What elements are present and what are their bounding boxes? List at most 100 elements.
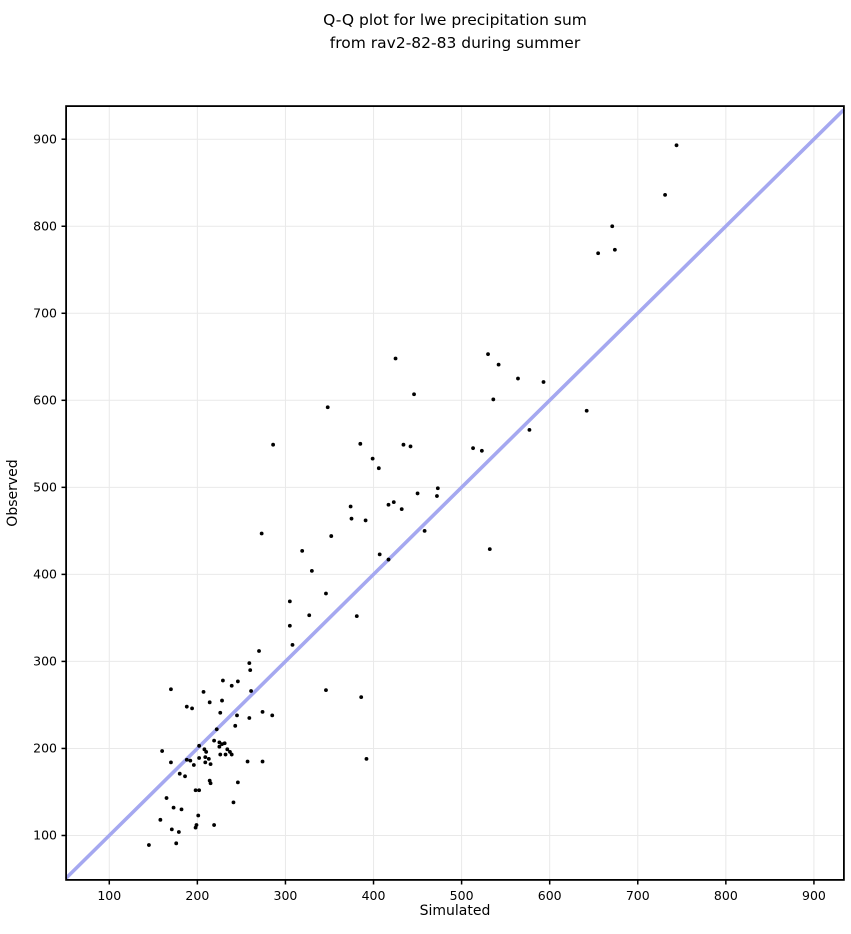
data-point (204, 750, 209, 754)
data-point (208, 762, 213, 767)
data-point (177, 771, 182, 776)
data-point (257, 649, 261, 653)
data-point (196, 813, 201, 818)
data-point (271, 442, 276, 447)
data-point (220, 742, 224, 746)
identity-line (65, 108, 845, 880)
data-point (190, 706, 194, 711)
data-point (245, 759, 250, 764)
data-point (290, 642, 295, 647)
data-point (218, 752, 223, 757)
x-tick-label: 700 (625, 888, 650, 903)
chart-title-line1: Q-Q plot for lwe precipitation sum (323, 11, 587, 29)
y-tick-label: 900 (33, 131, 57, 147)
data-point (169, 827, 174, 832)
data-point (231, 800, 236, 805)
data-point (399, 507, 404, 512)
data-point (225, 747, 230, 752)
data-point (401, 442, 406, 447)
data-point (324, 688, 328, 693)
data-point (206, 756, 211, 761)
data-point (235, 679, 240, 684)
x-axis-label: Simulated (419, 903, 491, 919)
data-point (471, 446, 475, 451)
chart-title-line2: from rav2-82-83 during summer (329, 34, 581, 52)
data-point (169, 687, 173, 692)
data-point (183, 774, 187, 779)
data-point (370, 456, 375, 461)
data-point (249, 689, 253, 693)
y-tick-label: 500 (33, 479, 57, 495)
x-tick-label: 600 (537, 888, 562, 903)
data-point (201, 689, 206, 694)
data-point (386, 557, 391, 562)
data-point (169, 760, 173, 765)
data-point (247, 716, 252, 720)
data-point (184, 757, 189, 762)
data-point (203, 760, 208, 765)
y-tick-label: 800 (33, 218, 57, 234)
data-point (435, 486, 440, 491)
data-point (386, 502, 391, 507)
y-tick-label: 300 (33, 653, 57, 669)
data-point (164, 796, 169, 800)
data-point (348, 504, 353, 509)
data-point (197, 788, 202, 793)
data-point (491, 397, 496, 402)
data-point (541, 380, 546, 384)
data-point (218, 710, 223, 715)
data-point (663, 193, 667, 197)
data-point (377, 552, 382, 557)
y-tick-label: 100 (33, 827, 57, 843)
data-point (354, 614, 359, 619)
data-point (408, 444, 413, 449)
x-tick-label: 500 (449, 888, 474, 903)
data-point (203, 755, 208, 760)
data-point (329, 534, 334, 538)
data-point (247, 661, 252, 666)
data-point (158, 817, 163, 822)
x-tick-label: 400 (361, 888, 386, 903)
x-tick-label: 200 (185, 888, 210, 903)
data-point (359, 695, 364, 699)
data-point (325, 405, 330, 410)
data-point (422, 528, 427, 533)
axes-spines (65, 105, 845, 881)
data-point (188, 758, 193, 763)
data-point (363, 518, 368, 523)
data-point (496, 362, 501, 367)
data-point (412, 392, 416, 397)
data-point (349, 516, 354, 521)
data-point (270, 713, 275, 718)
y-tick-label: 200 (33, 740, 57, 756)
data-point (214, 727, 219, 732)
x-tick-label: 300 (273, 888, 298, 903)
data-point (212, 823, 216, 827)
data-point (415, 491, 420, 496)
chart-title: Q-Q plot for lwe precipitation sum from … (67, 9, 843, 55)
data-point (160, 749, 165, 753)
data-point (391, 500, 396, 505)
data-point (259, 531, 264, 536)
data-point (376, 466, 381, 471)
data-point (596, 251, 601, 256)
data-point (233, 723, 238, 728)
data-point (527, 427, 532, 432)
data-point (612, 247, 617, 252)
data-point (260, 759, 265, 764)
data-point (584, 408, 589, 413)
data-point (235, 780, 240, 785)
data-point (307, 613, 312, 618)
data-point (287, 623, 292, 628)
data-point (674, 143, 679, 148)
data-point (212, 738, 216, 743)
data-point (516, 376, 520, 381)
data-point (229, 752, 234, 757)
data-point (358, 441, 363, 446)
data-point (197, 743, 202, 748)
data-point (223, 752, 228, 757)
data-point (171, 805, 176, 810)
data-point (393, 356, 398, 361)
